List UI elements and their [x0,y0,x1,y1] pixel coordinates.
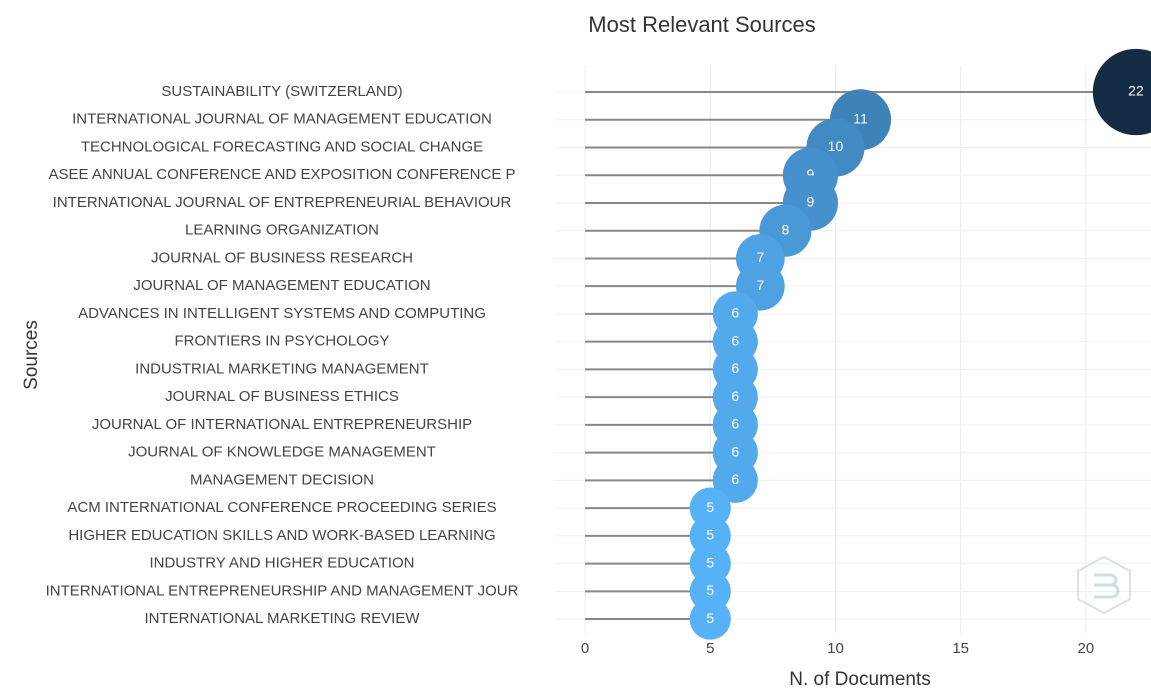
y-tick-label: ADVANCES IN INTELLIGENT SYSTEMS AND COMP… [78,305,486,322]
data-label: 9 [807,166,815,182]
data-label: 5 [706,582,714,598]
y-tick-label: ACM INTERNATIONAL CONFERENCE PROCEEDING … [67,499,496,516]
y-tick-label: INTERNATIONAL MARKETING REVIEW [144,610,420,627]
data-label: 5 [706,554,714,570]
x-tick-label: 5 [706,640,714,657]
bubble [689,598,731,640]
x-tick-label: 0 [581,640,589,657]
data-label: 6 [731,471,739,487]
y-tick-label: JOURNAL OF MANAGEMENT EDUCATION [133,277,430,294]
grid: 0 5 10 15 20 SUSTAINABILITY (SWITZERLAND) INTE… [46,65,1151,657]
bubble [712,457,758,503]
data-label: 5 [706,610,714,626]
y-tick-label: JOURNAL OF BUSINESS RESEARCH [151,249,413,266]
x-axis-label: N. of Documents [789,669,931,688]
data-label: 5 [706,527,714,543]
y-tick-label: ASEE ANNUAL CONFERENCE AND EXPOSITION CO… [48,166,515,183]
x-tick-label: 10 [827,640,844,657]
data-label: 6 [731,332,739,348]
y-tick-label: LEARNING ORGANIZATION [185,222,379,239]
data-label: 6 [731,360,739,376]
y-tick-label: INTERNATIONAL JOURNAL OF ENTREPRENEURIAL… [53,194,512,211]
bubble [1092,48,1151,136]
y-tick-label: INDUSTRIAL MARKETING MANAGEMENT [135,360,429,377]
marks: 22 11 10 9 9 8 7 7 6 6 6 6 6 6 6 5 5 5 5 5 [585,48,1151,640]
data-label: 11 [853,110,868,126]
y-tick-label: INTERNATIONAL ENTREPRENEURSHIP AND MANAG… [46,582,519,599]
y-tick-label: SUSTAINABILITY (SWITZERLAND) [161,83,402,100]
y-tick-label: JOURNAL OF KNOWLEDGE MANAGEMENT [128,444,436,461]
data-label: 5 [706,499,714,515]
data-label: 6 [731,416,739,432]
y-tick-label: FRONTIERS IN PSYCHOLOGY [174,333,389,350]
data-label: 6 [731,388,739,404]
y-tick-label: TECHNOLOGICAL FORECASTING AND SOCIAL CHA… [81,138,483,155]
y-tick-label: HIGHER EDUCATION SKILLS AND WORK-BASED L… [68,527,495,544]
data-label: 7 [756,277,764,293]
y-tick-label: JOURNAL OF INTERNATIONAL ENTREPRENEURSHI… [92,416,472,433]
watermark [1077,555,1131,615]
data-label: 6 [731,443,739,459]
y-tick-label: MANAGEMENT DECISION [190,471,374,488]
y-axis-label: Sources [21,320,42,390]
y-tick-label: INTERNATIONAL JOURNAL OF MANAGEMENT EDUC… [72,111,492,128]
y-tick-label: INDUSTRY AND HIGHER EDUCATION [149,555,414,572]
x-tick-label: 15 [952,640,969,657]
data-label: 6 [731,305,739,321]
data-label: 9 [807,194,815,210]
chart-title: Most Relevant Sources [588,12,815,37]
data-label: 10 [828,138,844,154]
data-label: 7 [756,249,764,265]
data-label: 8 [781,221,789,237]
x-tick-label: 20 [1078,640,1095,657]
data-label: 22 [1128,83,1144,99]
y-tick-label: JOURNAL OF BUSINESS ETHICS [165,388,399,405]
